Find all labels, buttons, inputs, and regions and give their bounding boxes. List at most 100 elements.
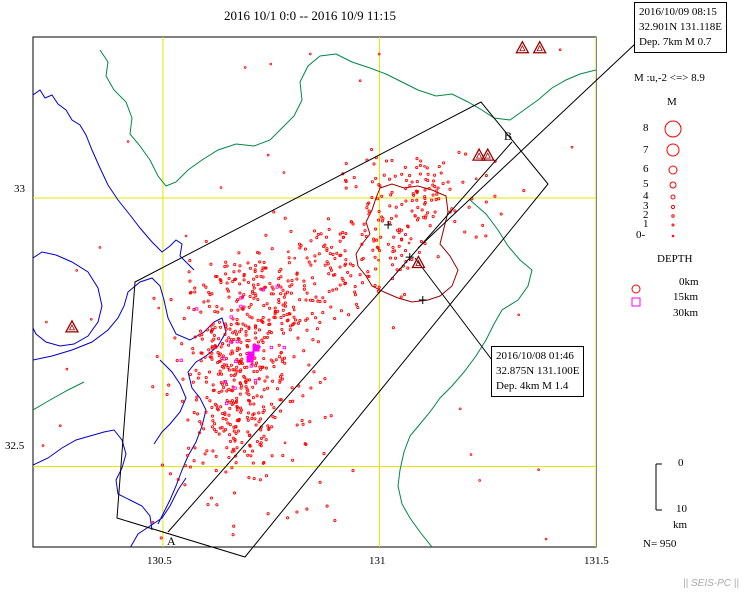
epicenter-mark [126, 140, 130, 143]
epicenter-mark [403, 249, 408, 253]
epicenter-mark [259, 428, 263, 432]
epicenter-mark [195, 395, 199, 399]
epicenter-mark [210, 346, 214, 350]
epicenter-mark [238, 291, 242, 295]
epicenter-mark [238, 392, 242, 396]
station-cross-icon [384, 220, 393, 229]
epicenter-mark [325, 260, 329, 264]
epicenter-mark [417, 250, 421, 254]
epicenter-mark [352, 175, 356, 180]
epicenter-mark [242, 273, 246, 277]
epicenter-mark [328, 252, 332, 256]
epicenter-mark [202, 283, 206, 287]
epicenter-mark [389, 216, 394, 220]
epicenter-mark [247, 305, 251, 309]
map-title: 2016 10/1 0:0 -- 2016 10/9 11:15 [223, 8, 397, 23]
epicenter-mark [418, 163, 422, 167]
epicenter-mark [223, 332, 227, 336]
epicenter-mark [244, 330, 248, 334]
epicenter-mark [227, 387, 231, 391]
epicenter-mark [283, 216, 287, 220]
epicenter-mark [423, 216, 427, 220]
epicenter-mark [290, 278, 294, 283]
epicenter-deep-mark [233, 386, 237, 390]
epicenter-mark [419, 159, 423, 163]
epicenter-mark [181, 377, 185, 381]
epicenter-mark [397, 230, 401, 234]
epicenter-mark [280, 321, 284, 326]
epicenter-mark [226, 365, 230, 369]
epicenter-mark [298, 246, 302, 250]
epicenter-mark [315, 236, 319, 240]
epicenter-mark [279, 409, 283, 413]
epicenter-mark [216, 310, 220, 314]
epicenter-mark [333, 256, 337, 261]
epicenter-mark [432, 179, 436, 183]
epicenter-mark [210, 328, 215, 332]
epicenter-mark [259, 319, 263, 323]
epicenter-mark [279, 285, 283, 289]
depth-symbol-15km [631, 297, 641, 307]
epicenter-mark [213, 422, 217, 426]
epicenter-mark [209, 262, 213, 266]
epicenter-mark [165, 392, 169, 396]
epicenter-mark [544, 537, 548, 541]
epicenter-mark [416, 205, 420, 210]
epicenter-mark [415, 180, 419, 184]
epicenter-mark [410, 198, 414, 203]
epicenter-mark [271, 379, 275, 383]
epicenter-mark [360, 242, 364, 246]
epicenter-mark [406, 266, 410, 270]
epicenter-mark [223, 265, 227, 269]
cross-section-label-a: A [167, 534, 176, 548]
epicenter-mark [188, 465, 192, 469]
epicenter-mark [373, 255, 377, 259]
epicenter-mark [225, 281, 229, 285]
epicenter-mark [262, 349, 266, 353]
epicenter-mark [264, 553, 266, 555]
epicenter-deep-mark [239, 304, 243, 309]
epicenter-mark [286, 250, 290, 254]
epicenter-mark [329, 414, 333, 418]
epicenter-mark [254, 364, 258, 368]
epicenter-mark [415, 157, 419, 161]
epicenter-mark [310, 276, 315, 280]
epicenter-mark [169, 298, 173, 302]
epicenter-mark [279, 315, 283, 320]
epicenter-mark [152, 296, 156, 300]
epicenter-mark [197, 372, 201, 376]
epicenter-mark [230, 399, 234, 403]
epicenter-mark [268, 306, 272, 310]
epicenter-mark [351, 469, 355, 473]
epicenter-mark [238, 369, 242, 374]
epicenter-mark [267, 427, 271, 431]
epicenter-mark [225, 389, 229, 393]
epicenter-mark [223, 411, 227, 415]
epicenter-mark [273, 316, 277, 320]
epicenter-mark [175, 359, 179, 363]
epicenter-mark [233, 329, 237, 333]
epicenter-mark [364, 234, 368, 238]
epicenter-mark [282, 356, 287, 360]
epicenter-mark [180, 342, 184, 346]
epicenter-mark [419, 239, 423, 244]
epicenter-mark [400, 253, 404, 257]
epicenter-mark [228, 400, 232, 404]
callout-mid-depth-mag: Dep. 4km M 1.4 [496, 380, 569, 392]
epicenter-mark [231, 447, 235, 451]
epicenter-mark [331, 288, 335, 292]
coastline-shimabara [33, 429, 153, 531]
epicenter-mark [227, 455, 231, 460]
epicenter-mark [277, 298, 281, 302]
epicenter-mark [384, 159, 389, 163]
epicenter-mark [377, 258, 380, 262]
epicenter-mark [203, 452, 207, 456]
epicenter-mark [399, 237, 404, 241]
mag-symbol-7 [666, 143, 680, 157]
epicenter-mark [206, 502, 210, 507]
epicenter-mark [258, 478, 262, 482]
epicenter-mark [278, 375, 283, 379]
epicenter-mark [389, 193, 393, 197]
epicenter-mark [232, 524, 236, 528]
